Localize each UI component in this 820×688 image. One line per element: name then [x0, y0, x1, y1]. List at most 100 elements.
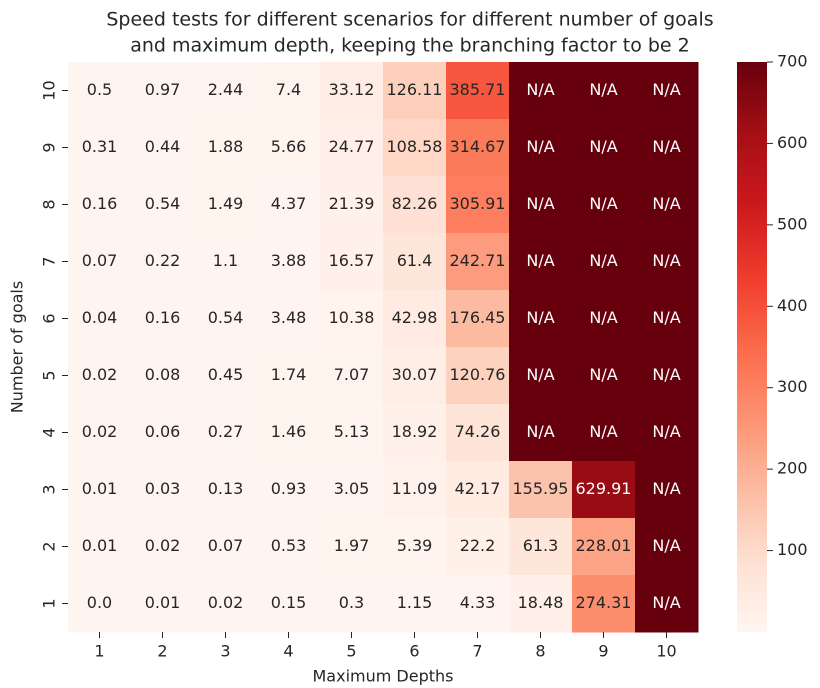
cell-label: N/A [526, 251, 554, 270]
cell-label: 274.31 [576, 593, 632, 612]
cell-label: 61.4 [397, 251, 433, 270]
heatmap-cell [383, 176, 447, 234]
cell-label: 120.76 [450, 365, 506, 384]
heatmap-cell [635, 176, 699, 234]
cell-label: 385.71 [450, 80, 506, 99]
y-tick-label: 6 [40, 313, 59, 323]
heatmap-cell [635, 119, 699, 177]
cell-label: 3.05 [334, 479, 370, 498]
cell-label: 242.71 [450, 251, 506, 270]
cell-label: 5.39 [397, 536, 433, 555]
cell-label: 0.16 [145, 308, 181, 327]
x-tick-label: 9 [598, 642, 608, 661]
cell-label: N/A [652, 593, 680, 612]
heatmap-cell [446, 176, 510, 234]
cell-label: 61.3 [523, 536, 559, 555]
heatmap-cell [320, 461, 384, 519]
heatmap-cell [572, 404, 636, 462]
heatmap-cell [383, 461, 447, 519]
cell-label: 74.26 [455, 422, 501, 441]
heatmap-cell [509, 518, 573, 576]
heatmap-cell [131, 119, 195, 177]
heatmap-cell [68, 518, 132, 576]
cell-label: 0.15 [271, 593, 307, 612]
heatmap-cell [257, 347, 321, 405]
y-tick-label: 8 [40, 199, 59, 209]
x-tick-label: 10 [656, 642, 676, 661]
heatmap-cell [257, 119, 321, 177]
cell-label: 0.08 [145, 365, 181, 384]
heatmap-cell [131, 176, 195, 234]
cell-label: 314.67 [450, 137, 506, 156]
cell-label: 3.88 [271, 251, 307, 270]
cell-label: 1.97 [334, 536, 370, 555]
cell-label: 18.48 [518, 593, 564, 612]
heatmap-cell [257, 176, 321, 234]
cell-label: 1.15 [397, 593, 433, 612]
cell-label: N/A [589, 194, 617, 213]
cell-label: 21.39 [329, 194, 375, 213]
heatmap-cell [320, 518, 384, 576]
cell-label: 0.53 [271, 536, 307, 555]
heatmap-cell [572, 290, 636, 348]
heatmap-cell [194, 518, 258, 576]
heatmap-cell [383, 575, 447, 633]
heatmap-cell [194, 233, 258, 291]
cell-label: N/A [652, 80, 680, 99]
heatmap-cell [320, 404, 384, 462]
heatmap-cell [635, 347, 699, 405]
heatmap-cell [257, 461, 321, 519]
cell-label: 0.54 [208, 308, 244, 327]
heatmap-cell [383, 518, 447, 576]
y-tick-label: 4 [40, 427, 59, 437]
heatmap-cell [446, 62, 510, 120]
colorbar [737, 62, 767, 632]
heatmap-cell [572, 233, 636, 291]
colorbar-tick-label: 600 [777, 133, 808, 152]
heatmap-cell [635, 575, 699, 633]
heatmap-cell [635, 233, 699, 291]
y-tick-label: 3 [40, 484, 59, 494]
cell-label: 11.09 [392, 479, 438, 498]
cell-label: 0.45 [208, 365, 244, 384]
cell-label: 22.2 [460, 536, 496, 555]
heatmap-cell [68, 347, 132, 405]
heatmap-cell [509, 290, 573, 348]
cell-label: 0.02 [208, 593, 244, 612]
heatmap-cell [68, 575, 132, 633]
heatmap-cell [320, 575, 384, 633]
heatmap-cell [446, 119, 510, 177]
heatmap-cell [257, 518, 321, 576]
heatmap-cell [446, 347, 510, 405]
heatmap-cell [635, 461, 699, 519]
cell-label: 0.0 [87, 593, 112, 612]
heatmap-cell [131, 290, 195, 348]
heatmap-cell [509, 62, 573, 120]
heatmap-cell [131, 461, 195, 519]
heatmap-cell [194, 62, 258, 120]
heatmap-cell [572, 119, 636, 177]
cell-label: 0.01 [82, 536, 118, 555]
y-tick-label: 1 [40, 598, 59, 608]
heatmap-cell [572, 461, 636, 519]
cell-label: 0.16 [82, 194, 118, 213]
heatmap-cell [383, 290, 447, 348]
heatmap-cell [572, 347, 636, 405]
heatmap-cell [131, 233, 195, 291]
cell-label: 126.11 [387, 80, 443, 99]
heatmap-cell [383, 62, 447, 120]
heatmap-cell [194, 176, 258, 234]
cell-label: 0.04 [82, 308, 118, 327]
colorbar-tick-label: 700 [777, 52, 808, 71]
x-tick-label: 5 [346, 642, 356, 661]
colorbar-tick-label: 200 [777, 459, 808, 478]
heatmap-cell [320, 347, 384, 405]
heatmap-cell [635, 290, 699, 348]
cell-label: 629.91 [576, 479, 632, 498]
heatmap-cell [509, 176, 573, 234]
heatmap-cell [257, 62, 321, 120]
heatmap-cell [131, 575, 195, 633]
cell-label: 155.95 [513, 479, 569, 498]
cell-label: 4.33 [460, 593, 496, 612]
